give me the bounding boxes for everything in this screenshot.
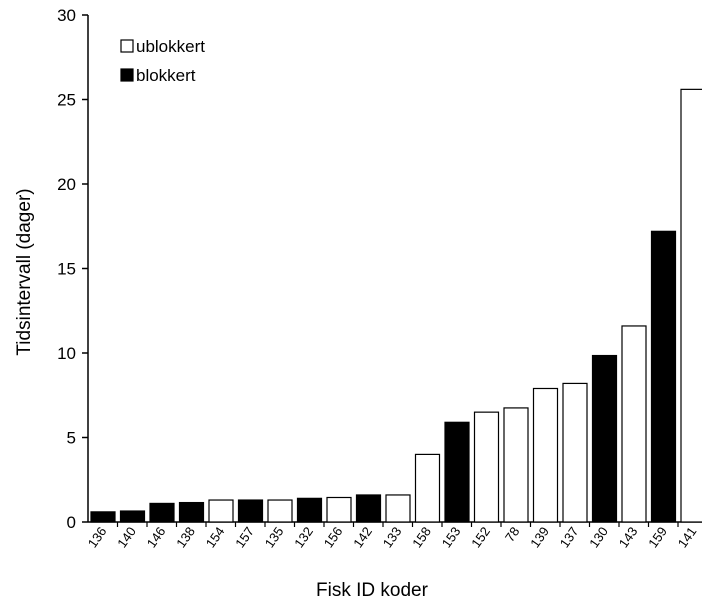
x-tick-label-152: 152 [468,524,493,550]
legend-label-blokkert: blokkert [136,66,196,85]
x-tick-label-156: 156 [321,524,346,550]
bar-158 [414,453,441,523]
bar-139 [532,387,559,523]
x-tick-label-157: 157 [232,524,257,550]
bar-141 [680,88,702,523]
bar-154 [208,499,234,523]
x-tick-label-143: 143 [616,524,641,550]
x-tick-label-132: 132 [291,524,316,550]
bar-137 [562,382,588,523]
bar-133 [385,494,411,523]
legend-label-ublokkert: ublokkert [136,37,205,56]
y-tick-label: 15 [57,260,76,279]
bar-152 [473,411,500,523]
x-tick-label-137: 137 [557,524,582,550]
x-axis-title: Fisk ID koder [316,580,429,601]
y-tick-label: 25 [57,91,76,110]
bar-153 [444,421,470,523]
x-tick-label-140: 140 [114,524,139,550]
x-tick-label-135: 135 [262,524,287,550]
x-tick-label-139: 139 [527,524,552,550]
x-tick-label-136: 136 [85,524,110,550]
x-ticks: 136 140 146 138 154 157 135 132 156 142 133 158 153 1… [85,522,700,550]
y-ticks: 0 5 10 15 20 25 30 [57,6,88,532]
bar-146 [149,502,175,523]
x-tick-label-159: 159 [645,524,670,550]
x-tick-label-141: 141 [675,524,700,550]
y-tick-label: 20 [57,175,76,194]
bar-156 [326,496,352,523]
y-tick-label: 0 [67,513,76,532]
y-tick-label: 30 [57,6,76,25]
legend: ublokkert blokkert [120,37,205,85]
bar-130 [591,354,618,523]
legend-swatch-blokkert [120,68,134,82]
y-axis-title: Tidsintervall (dager) [14,188,35,355]
x-tick-label-158: 158 [409,524,434,550]
x-tick-label-130: 130 [586,524,611,550]
bar-78 [503,407,529,523]
bar-142 [355,494,382,523]
legend-swatch-ublokkert [120,39,134,53]
y-tick-label: 10 [57,344,76,363]
bar-132 [296,497,323,523]
bar-140 [119,510,146,523]
x-tick-label-154: 154 [203,524,228,550]
bar-159 [650,230,677,523]
bar-143 [621,325,647,523]
x-tick-label-142: 142 [350,524,375,550]
y-tick-label: 5 [67,429,76,448]
x-tick-label-133: 133 [380,524,405,550]
bar-135 [267,499,293,523]
bar-136 [90,511,116,523]
x-tick-label-153: 153 [439,524,464,550]
x-tick-label-146: 146 [144,524,169,550]
bar-138 [178,501,205,523]
x-tick-label-138: 138 [173,524,198,550]
bars [90,88,702,523]
x-tick-label-78: 78 [502,524,523,544]
bar-157 [237,499,264,523]
